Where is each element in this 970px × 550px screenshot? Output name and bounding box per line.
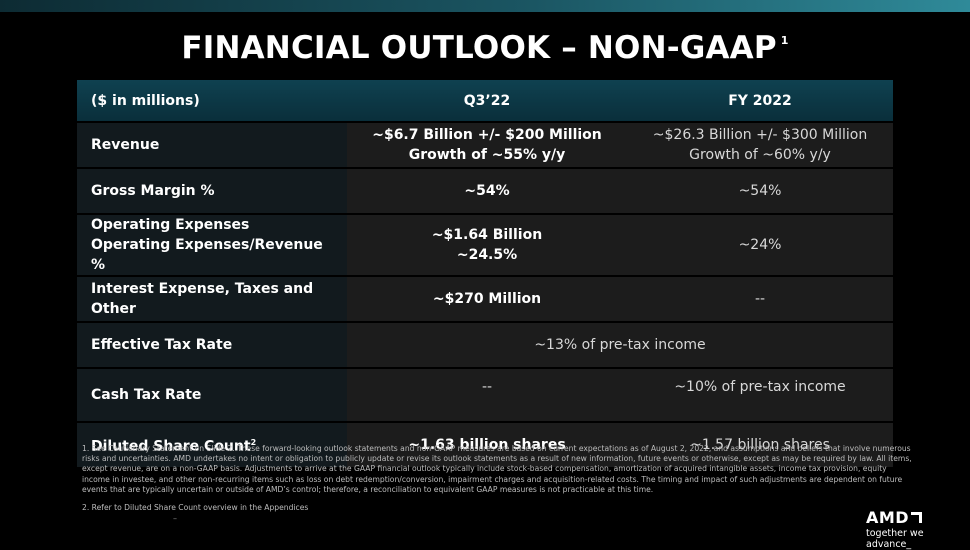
table-row: Interest Expense, Taxes and Other ~$270 … — [77, 275, 893, 322]
fy-value: ~54% — [627, 167, 893, 214]
table-row: Diluted Share Count2 ~1.63 billion share… — [77, 421, 893, 467]
merged-value: ~13% of pre-tax income — [347, 321, 893, 368]
fy-value: ~24% — [627, 213, 893, 276]
table-row: Revenue ~$6.7 Billion +/- $200 Million Gr… — [77, 121, 893, 168]
slide-title: FINANCIAL OUTLOOK – NON-GAAP 1 — [0, 30, 970, 66]
fy-value: ~10% of pre-tax income — [627, 367, 893, 422]
amd-logo: AMD together we advance_ — [866, 508, 970, 550]
amd-tagline: together we advance_ — [866, 528, 924, 550]
row-label: Diluted Share Count2 — [77, 421, 347, 467]
header-units: ($ in millions) — [77, 80, 347, 122]
row-label: Interest Expense, Taxes and Other — [77, 275, 347, 322]
fy-value: ~$26.3 Billion +/- $300 Million Growth of… — [627, 121, 893, 168]
q3-value: ~$270 Million — [347, 275, 627, 322]
slide-title-text: FINANCIAL OUTLOOK – NON-GAAP — [181, 30, 777, 66]
table-row: Gross Margin % ~54% ~54% — [77, 167, 893, 214]
row-label: Gross Margin % — [77, 167, 347, 214]
row-label: Cash Tax Rate — [77, 367, 347, 422]
table-row: Cash Tax Rate -- ~10% of pre-tax income — [77, 367, 893, 422]
row-label: Operating Expenses Operating Expenses/Rev… — [77, 213, 347, 276]
footnote-1: 1. See Cautionary Statement on Slide 2. … — [82, 444, 912, 494]
q3-value: ~54% — [347, 167, 627, 214]
row-label: Effective Tax Rate — [77, 321, 347, 368]
fy-value: ~1.57 billion shares — [627, 421, 893, 467]
header-fy: FY 2022 — [627, 80, 893, 122]
footer-mark: – — [173, 514, 177, 523]
top-accent-bar — [0, 0, 970, 12]
table-row: Operating Expenses Operating Expenses/Rev… — [77, 213, 893, 276]
header-q3: Q3’22 — [347, 80, 627, 122]
q3-value: -- — [347, 367, 627, 422]
footnotes: 1. See Cautionary Statement on Slide 2. … — [82, 444, 912, 521]
fy-value: -- — [627, 275, 893, 322]
title-footnote-marker: 1 — [780, 34, 789, 47]
amd-wordmark: AMD — [866, 508, 970, 527]
outlook-table: ($ in millions) Q3’22 FY 2022 Revenue ~$… — [77, 80, 893, 467]
q3-value: ~$1.64 Billion ~24.5% — [347, 213, 627, 276]
table-row: Effective Tax Rate ~13% of pre-tax incom… — [77, 321, 893, 368]
q3-value: ~$6.7 Billion +/- $200 Million Growth of … — [347, 121, 627, 168]
footnote-2: 2. Refer to Diluted Share Count overview… — [82, 503, 309, 513]
label-footnote-marker: 2 — [250, 438, 257, 448]
amd-arrow-icon — [911, 512, 923, 523]
table-header-row: ($ in millions) Q3’22 FY 2022 — [77, 80, 893, 122]
q3-value: ~1.63 billion shares — [347, 421, 627, 467]
row-label: Revenue — [77, 121, 347, 168]
